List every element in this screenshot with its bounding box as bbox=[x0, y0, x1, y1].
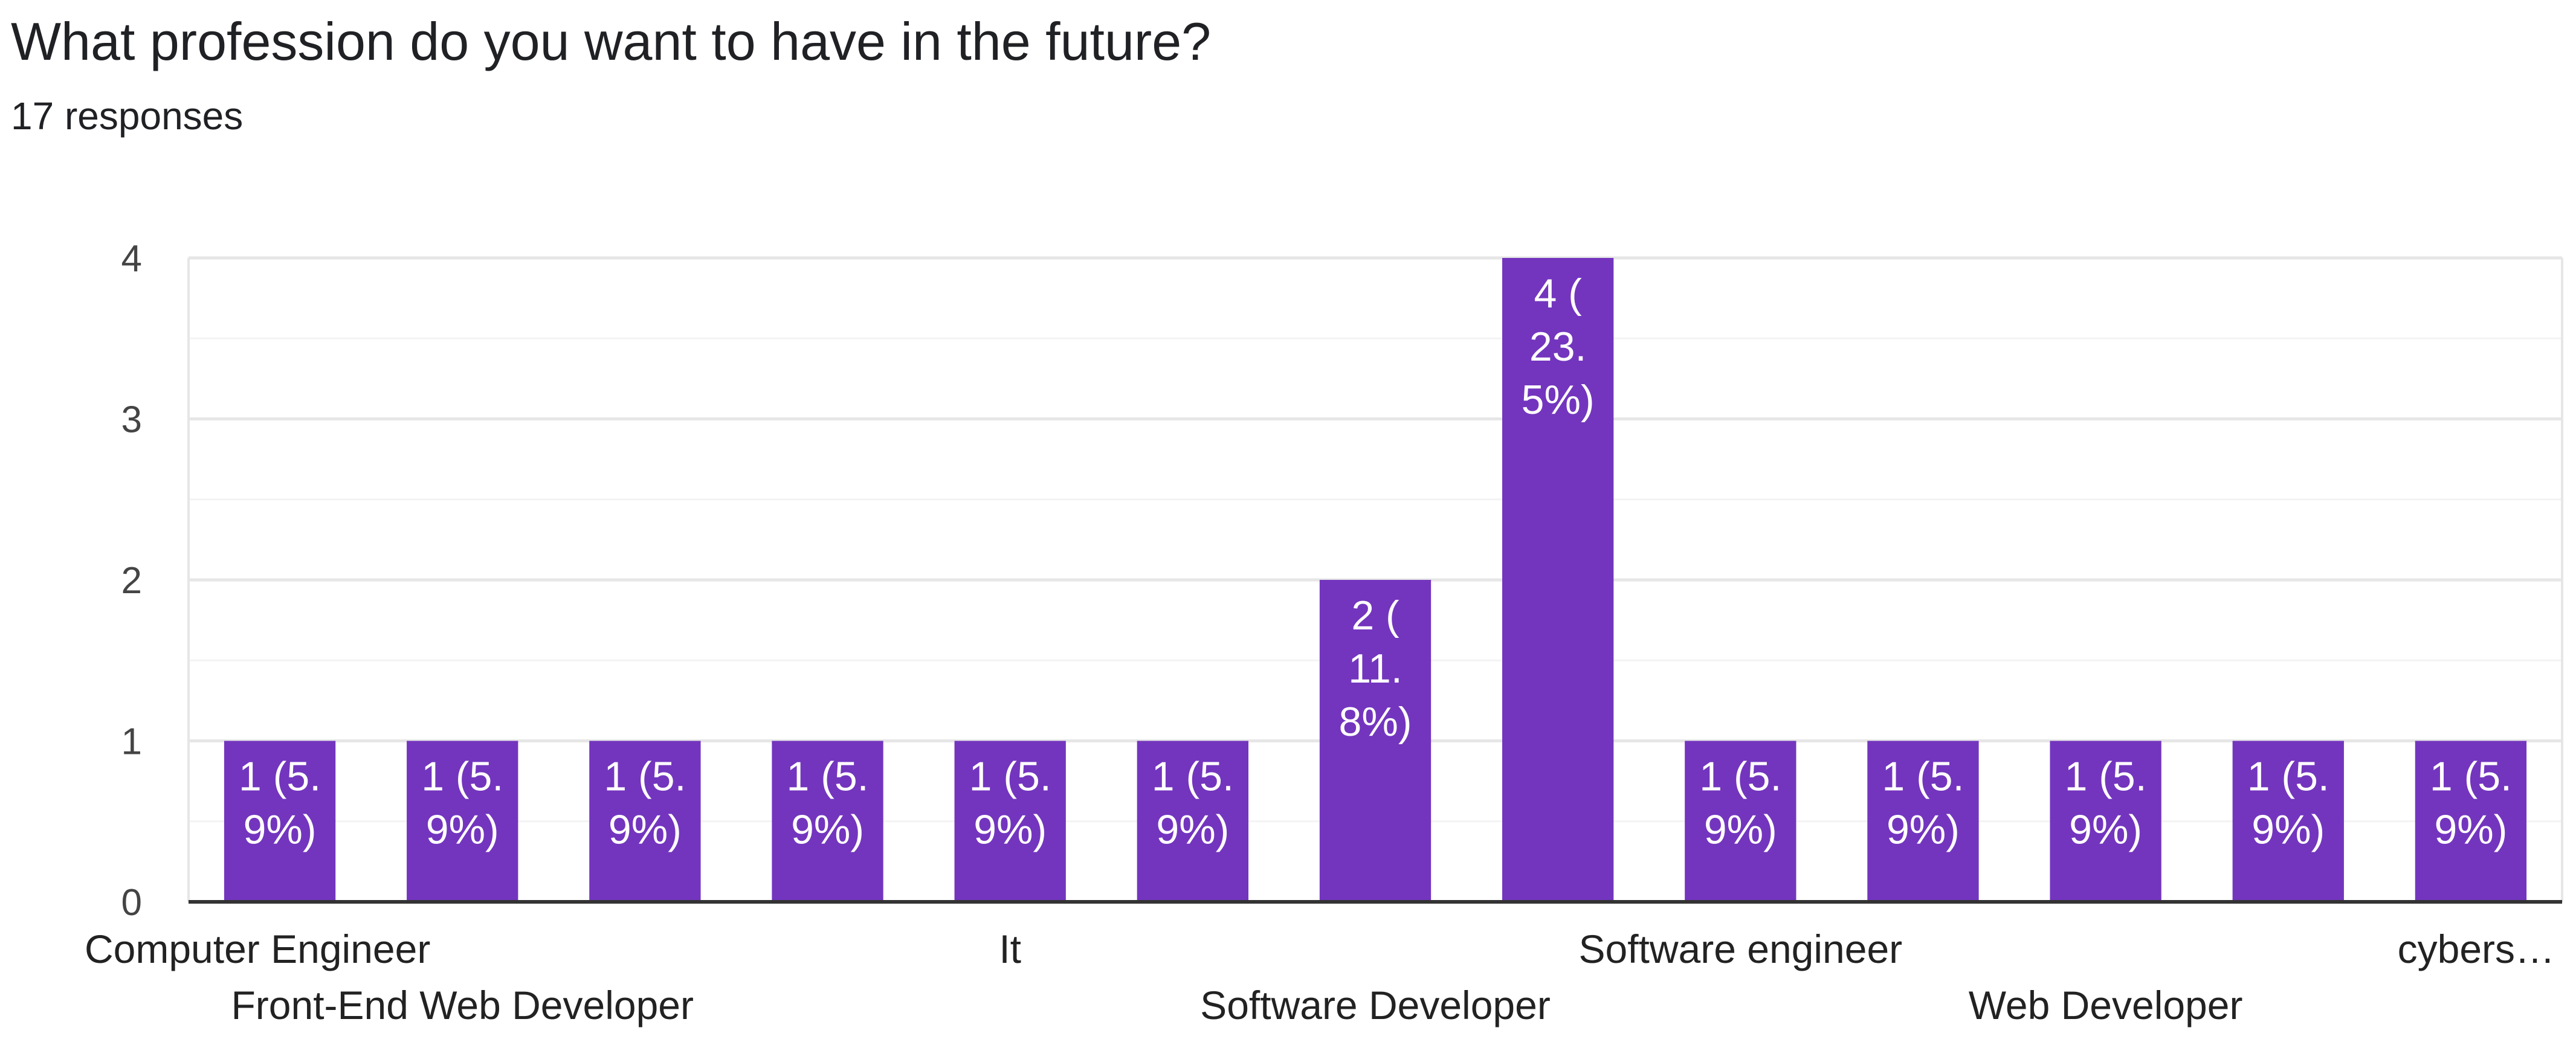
x-tick-label: It bbox=[999, 927, 1021, 971]
y-tick-label: 1 bbox=[121, 721, 142, 763]
bar bbox=[1685, 741, 1796, 902]
data-label: 9%) bbox=[2434, 807, 2507, 853]
data-label: 9%) bbox=[1887, 807, 1960, 853]
y-tick-label: 0 bbox=[121, 882, 142, 924]
data-label: 1 (5. bbox=[604, 754, 686, 800]
data-label: 9%) bbox=[973, 807, 1047, 853]
data-label: 1 (5. bbox=[2065, 754, 2147, 800]
bar bbox=[1502, 258, 1614, 902]
y-tick-label: 3 bbox=[121, 399, 142, 441]
data-label: 8%) bbox=[1339, 699, 1412, 745]
data-label: 9%) bbox=[244, 807, 317, 853]
data-label: 11. bbox=[1348, 646, 1402, 692]
data-label: 1 (5. bbox=[239, 754, 321, 800]
data-label: 9%) bbox=[608, 807, 682, 853]
bar bbox=[1319, 580, 1432, 902]
bar bbox=[407, 741, 518, 902]
response-count: 17 responses bbox=[11, 94, 244, 138]
bar bbox=[2232, 741, 2344, 902]
gridlines bbox=[187, 256, 2563, 902]
data-label: 9%) bbox=[791, 807, 864, 853]
axes: 0 1 2 3 4 Computer Engineer Front-End Web Deve… bbox=[85, 238, 2562, 1027]
bar bbox=[2415, 741, 2527, 902]
bar bbox=[772, 741, 883, 902]
data-label: 9%) bbox=[1704, 807, 1777, 853]
data-label: 4 ( bbox=[1534, 271, 1582, 317]
data-label: 2 ( bbox=[1351, 593, 1399, 638]
data-label: 1 (5. bbox=[421, 754, 503, 800]
bar bbox=[224, 741, 336, 902]
bar bbox=[1137, 741, 1249, 902]
data-label: 23. bbox=[1529, 324, 1587, 370]
data-label: 9%) bbox=[2252, 807, 2325, 853]
data-label: 9%) bbox=[426, 807, 499, 853]
bars: 1 (5. 9%) 1 (5. 9%) 1 (5. 9%) 1 (5. 9%) 1 (5. 9%)… bbox=[224, 258, 2527, 902]
bar bbox=[589, 741, 701, 902]
data-label: 9%) bbox=[1156, 807, 1229, 853]
x-tick-label: Front-End Web Developer bbox=[231, 983, 693, 1027]
data-label: 1 (5. bbox=[1699, 754, 1781, 800]
x-tick-label: Web Developer bbox=[1969, 983, 2243, 1027]
x-tick-label: Software Developer bbox=[1200, 983, 1551, 1027]
bar bbox=[954, 741, 1066, 902]
bar bbox=[1867, 741, 1979, 902]
data-label: 5%) bbox=[1522, 377, 1595, 423]
chart-title: What profession do you want to have in t… bbox=[11, 11, 1212, 71]
x-tick-label: Software engineer bbox=[1578, 927, 1902, 971]
y-tick-label: 4 bbox=[121, 238, 142, 280]
data-label: 1 (5. bbox=[2430, 754, 2512, 800]
data-label: 1 (5. bbox=[2247, 754, 2329, 800]
data-label: 1 (5. bbox=[1152, 754, 1234, 800]
data-label: 1 (5. bbox=[969, 754, 1051, 800]
data-label: 1 (5. bbox=[786, 754, 868, 800]
data-label: 9%) bbox=[2069, 807, 2142, 853]
bar bbox=[2050, 741, 2161, 902]
y-tick-label: 2 bbox=[121, 560, 142, 602]
x-tick-label: cybers… bbox=[2398, 927, 2555, 971]
data-label: 1 (5. bbox=[1882, 754, 1964, 800]
x-tick-label: Computer Engineer bbox=[85, 927, 430, 971]
